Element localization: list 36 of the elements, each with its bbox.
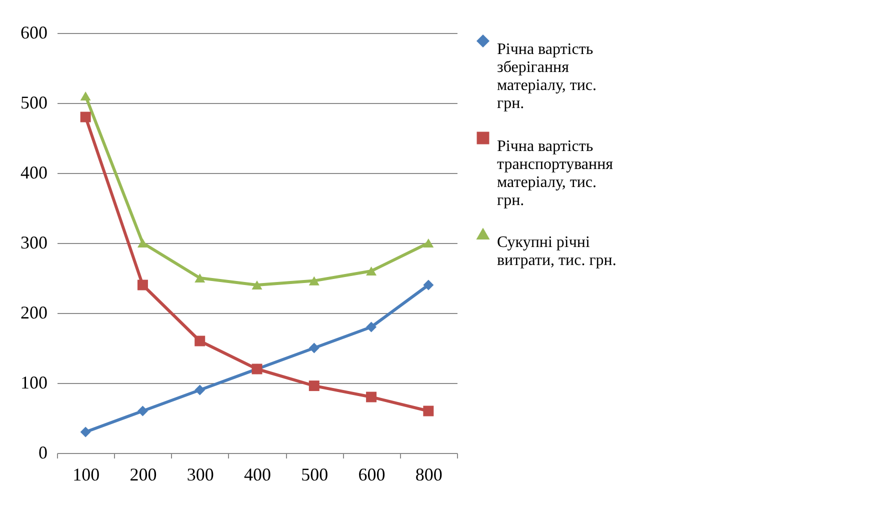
point <box>80 426 91 438</box>
y-tick-label: 500 <box>20 92 48 112</box>
point <box>423 238 434 248</box>
point <box>80 91 91 101</box>
y-tick-label: 200 <box>20 302 48 322</box>
x-tick-label: 100 <box>72 464 100 484</box>
point <box>366 322 377 332</box>
x-tick-label: 500 <box>301 464 328 484</box>
point <box>252 280 262 290</box>
point <box>137 280 148 290</box>
legend-label: Річна вартість зберігання матеріалу, тис. грн. <box>497 41 597 112</box>
point <box>194 336 206 346</box>
point <box>137 406 148 416</box>
x-tick-label: 400 <box>244 464 271 484</box>
x-tick-label: 600 <box>358 464 386 484</box>
point <box>423 406 434 416</box>
legend-label: Річна вартість транспортування матеріалу, тис. грн. <box>497 138 614 209</box>
point <box>366 266 377 276</box>
x-tick-label: 200 <box>130 464 157 484</box>
y-tick-label: 300 <box>20 232 48 252</box>
point <box>308 342 320 354</box>
y-tick-label: 400 <box>20 162 48 182</box>
x-tick-label: 300 <box>186 464 214 484</box>
point <box>194 273 206 283</box>
y-tick-label: 100 <box>20 372 48 392</box>
x-tick-label: 800 <box>415 464 442 484</box>
point <box>366 392 377 402</box>
point <box>80 112 91 122</box>
point <box>423 280 434 290</box>
y-tick-label: 0 <box>38 442 48 462</box>
point <box>308 380 320 392</box>
y-tick-label: 600 <box>20 22 48 42</box>
point <box>194 384 206 396</box>
legend-label: Сукупні річні витрати, тис. грн. <box>497 234 616 269</box>
point <box>308 276 320 286</box>
point <box>137 238 148 248</box>
